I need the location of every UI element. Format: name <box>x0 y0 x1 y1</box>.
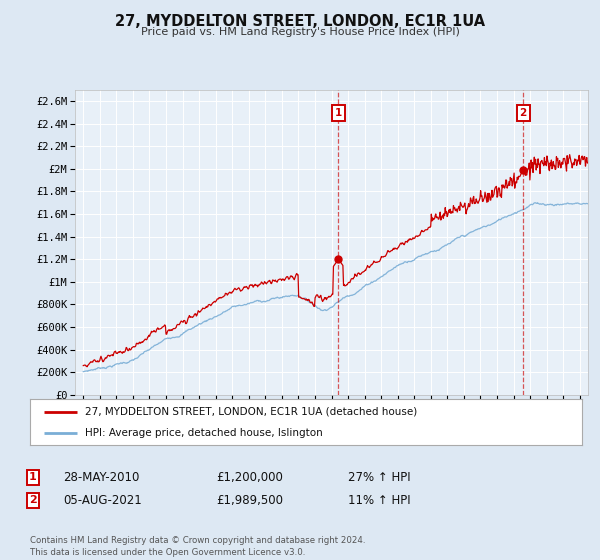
Text: HPI: Average price, detached house, Islington: HPI: Average price, detached house, Isli… <box>85 428 323 438</box>
Text: 27% ↑ HPI: 27% ↑ HPI <box>348 470 410 484</box>
Text: 1: 1 <box>335 108 342 118</box>
Text: £1,200,000: £1,200,000 <box>216 470 283 484</box>
Text: 27, MYDDELTON STREET, LONDON, EC1R 1UA (detached house): 27, MYDDELTON STREET, LONDON, EC1R 1UA (… <box>85 407 418 417</box>
Text: 28-MAY-2010: 28-MAY-2010 <box>63 470 139 484</box>
Text: £1,989,500: £1,989,500 <box>216 493 283 507</box>
Text: Contains HM Land Registry data © Crown copyright and database right 2024.
This d: Contains HM Land Registry data © Crown c… <box>30 536 365 557</box>
Text: 27, MYDDELTON STREET, LONDON, EC1R 1UA: 27, MYDDELTON STREET, LONDON, EC1R 1UA <box>115 14 485 29</box>
Text: 05-AUG-2021: 05-AUG-2021 <box>63 493 142 507</box>
Text: 1: 1 <box>29 472 37 482</box>
Text: 11% ↑ HPI: 11% ↑ HPI <box>348 493 410 507</box>
Text: Price paid vs. HM Land Registry's House Price Index (HPI): Price paid vs. HM Land Registry's House … <box>140 27 460 37</box>
Text: 2: 2 <box>520 108 527 118</box>
Text: 2: 2 <box>29 495 37 505</box>
